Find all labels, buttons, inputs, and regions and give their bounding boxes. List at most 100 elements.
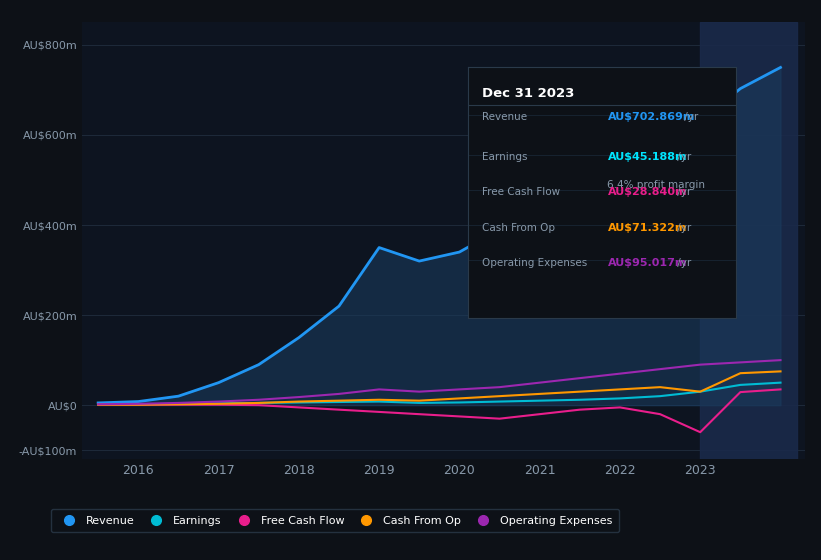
Text: Dec 31 2023: Dec 31 2023	[482, 87, 574, 100]
Line: Cash From Op: Cash From Op	[99, 371, 781, 405]
Earnings	[173, 400, 183, 407]
Free Cash Flow	[173, 402, 183, 408]
Free Cash Flow	[655, 411, 665, 418]
Earnings	[213, 400, 223, 407]
Cash From Op	[494, 393, 504, 399]
Free Cash Flow	[494, 416, 504, 422]
Cash From Op	[776, 368, 786, 375]
Free Cash Flow	[294, 404, 304, 411]
Cash From Op	[94, 402, 103, 408]
Operating Expenses	[94, 401, 103, 408]
Earnings	[534, 397, 544, 404]
Operating Expenses	[695, 361, 705, 368]
Cash From Op	[213, 400, 223, 407]
Earnings	[415, 399, 424, 406]
Cash From Op	[133, 402, 143, 408]
Text: /yr: /yr	[674, 258, 691, 268]
Free Cash Flow	[455, 413, 465, 420]
Cash From Op	[334, 397, 344, 404]
Earnings	[695, 388, 705, 395]
Operating Expenses	[133, 400, 143, 407]
Revenue	[655, 150, 665, 156]
Text: AU$702.869m: AU$702.869m	[608, 113, 695, 122]
Cash From Op	[294, 398, 304, 405]
Revenue	[133, 398, 143, 405]
Text: 6.4% profit margin: 6.4% profit margin	[608, 180, 705, 190]
Free Cash Flow	[736, 389, 745, 395]
Earnings	[575, 396, 585, 403]
Operating Expenses	[534, 379, 544, 386]
Revenue	[94, 399, 103, 406]
Earnings	[374, 398, 384, 405]
Revenue	[534, 204, 544, 211]
Cash From Op	[254, 399, 264, 406]
Free Cash Flow	[133, 402, 143, 408]
Free Cash Flow	[534, 411, 544, 418]
Text: /yr: /yr	[674, 222, 691, 232]
Operating Expenses	[455, 386, 465, 393]
Operating Expenses	[334, 390, 344, 397]
Text: Operating Expenses: Operating Expenses	[482, 258, 587, 268]
Earnings	[133, 401, 143, 408]
Cash From Op	[415, 397, 424, 404]
Cash From Op	[695, 388, 705, 395]
Line: Operating Expenses: Operating Expenses	[99, 360, 781, 404]
Earnings	[494, 398, 504, 405]
Operating Expenses	[415, 388, 424, 395]
Text: /yr: /yr	[681, 113, 698, 122]
Free Cash Flow	[415, 411, 424, 418]
Earnings	[334, 399, 344, 405]
Text: Earnings: Earnings	[482, 152, 527, 162]
Earnings	[254, 399, 264, 406]
Operating Expenses	[736, 359, 745, 366]
Text: /yr: /yr	[674, 188, 691, 198]
Revenue	[695, 118, 705, 125]
Line: Revenue: Revenue	[99, 67, 781, 403]
Revenue	[334, 303, 344, 310]
Operating Expenses	[374, 386, 384, 393]
Revenue	[494, 226, 504, 233]
Free Cash Flow	[254, 402, 264, 409]
Operating Expenses	[776, 357, 786, 363]
Text: Cash From Op: Cash From Op	[482, 222, 555, 232]
Free Cash Flow	[695, 429, 705, 436]
Free Cash Flow	[615, 404, 625, 411]
Operating Expenses	[494, 384, 504, 390]
Free Cash Flow	[374, 409, 384, 416]
Text: AU$28.840m: AU$28.840m	[608, 188, 687, 198]
Revenue	[173, 393, 183, 399]
Operating Expenses	[575, 375, 585, 381]
Cash From Op	[615, 386, 625, 393]
Line: Free Cash Flow: Free Cash Flow	[99, 389, 781, 432]
Cash From Op	[534, 390, 544, 397]
Bar	[700, 22, 796, 459]
Text: Free Cash Flow: Free Cash Flow	[482, 188, 560, 198]
Text: AU$71.322m: AU$71.322m	[608, 222, 687, 232]
Earnings	[776, 379, 786, 386]
Cash From Op	[575, 388, 585, 395]
Earnings	[615, 395, 625, 402]
Operating Expenses	[294, 394, 304, 400]
Earnings	[736, 381, 745, 388]
Text: /yr: /yr	[674, 152, 691, 162]
Revenue	[776, 64, 786, 71]
Operating Expenses	[173, 399, 183, 406]
Earnings	[655, 393, 665, 399]
Cash From Op	[736, 370, 745, 376]
Revenue	[213, 379, 223, 386]
Free Cash Flow	[94, 402, 103, 408]
Revenue	[415, 258, 424, 264]
Free Cash Flow	[334, 407, 344, 413]
Operating Expenses	[615, 370, 625, 377]
Revenue	[736, 85, 745, 92]
Line: Earnings: Earnings	[99, 382, 781, 404]
Earnings	[455, 399, 465, 406]
Revenue	[294, 334, 304, 341]
Revenue	[374, 244, 384, 251]
Free Cash Flow	[776, 386, 786, 393]
Legend: Revenue, Earnings, Free Cash Flow, Cash From Op, Operating Expenses: Revenue, Earnings, Free Cash Flow, Cash …	[51, 509, 619, 532]
Cash From Op	[655, 384, 665, 390]
Cash From Op	[374, 396, 384, 403]
Free Cash Flow	[213, 402, 223, 408]
Cash From Op	[455, 395, 465, 402]
